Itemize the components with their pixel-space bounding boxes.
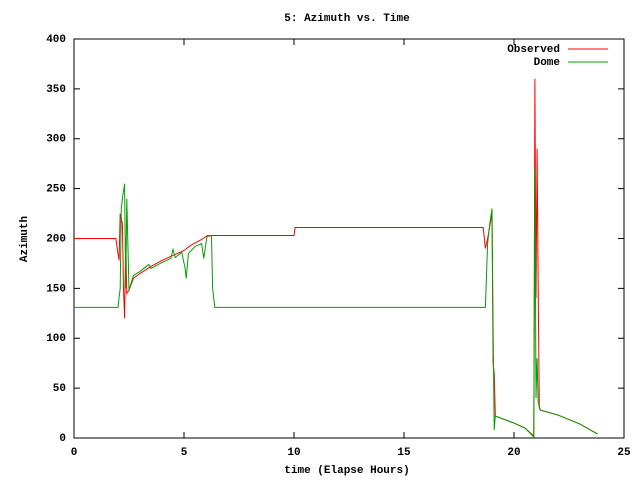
legend-label: Observed: [507, 44, 560, 56]
x-tick-label: 20: [507, 447, 520, 459]
y-tick-label: 350: [46, 84, 66, 96]
y-tick-label: 200: [46, 233, 66, 245]
x-tick-label: 10: [287, 447, 300, 459]
chart-title: 5: Azimuth vs. Time: [284, 13, 410, 25]
y-tick-label: 100: [46, 333, 66, 345]
y-tick-label: 150: [46, 283, 66, 295]
y-tick-label: 50: [53, 383, 66, 395]
y-tick-label: 0: [59, 433, 66, 445]
y-tick-label: 300: [46, 134, 66, 146]
series-line: [74, 78, 598, 438]
series-line: [74, 168, 598, 439]
y-axis-label: Azimuth: [19, 216, 31, 262]
x-tick-label: 0: [71, 447, 78, 459]
x-tick-label: 15: [397, 447, 411, 459]
y-tick-label: 250: [46, 184, 66, 196]
x-tick-label: 5: [181, 447, 188, 459]
y-tick-label: 400: [46, 34, 66, 46]
x-tick-label: 25: [617, 447, 631, 459]
x-axis-label: time (Elapse Hours): [284, 465, 409, 477]
legend-label: Dome: [534, 57, 561, 69]
